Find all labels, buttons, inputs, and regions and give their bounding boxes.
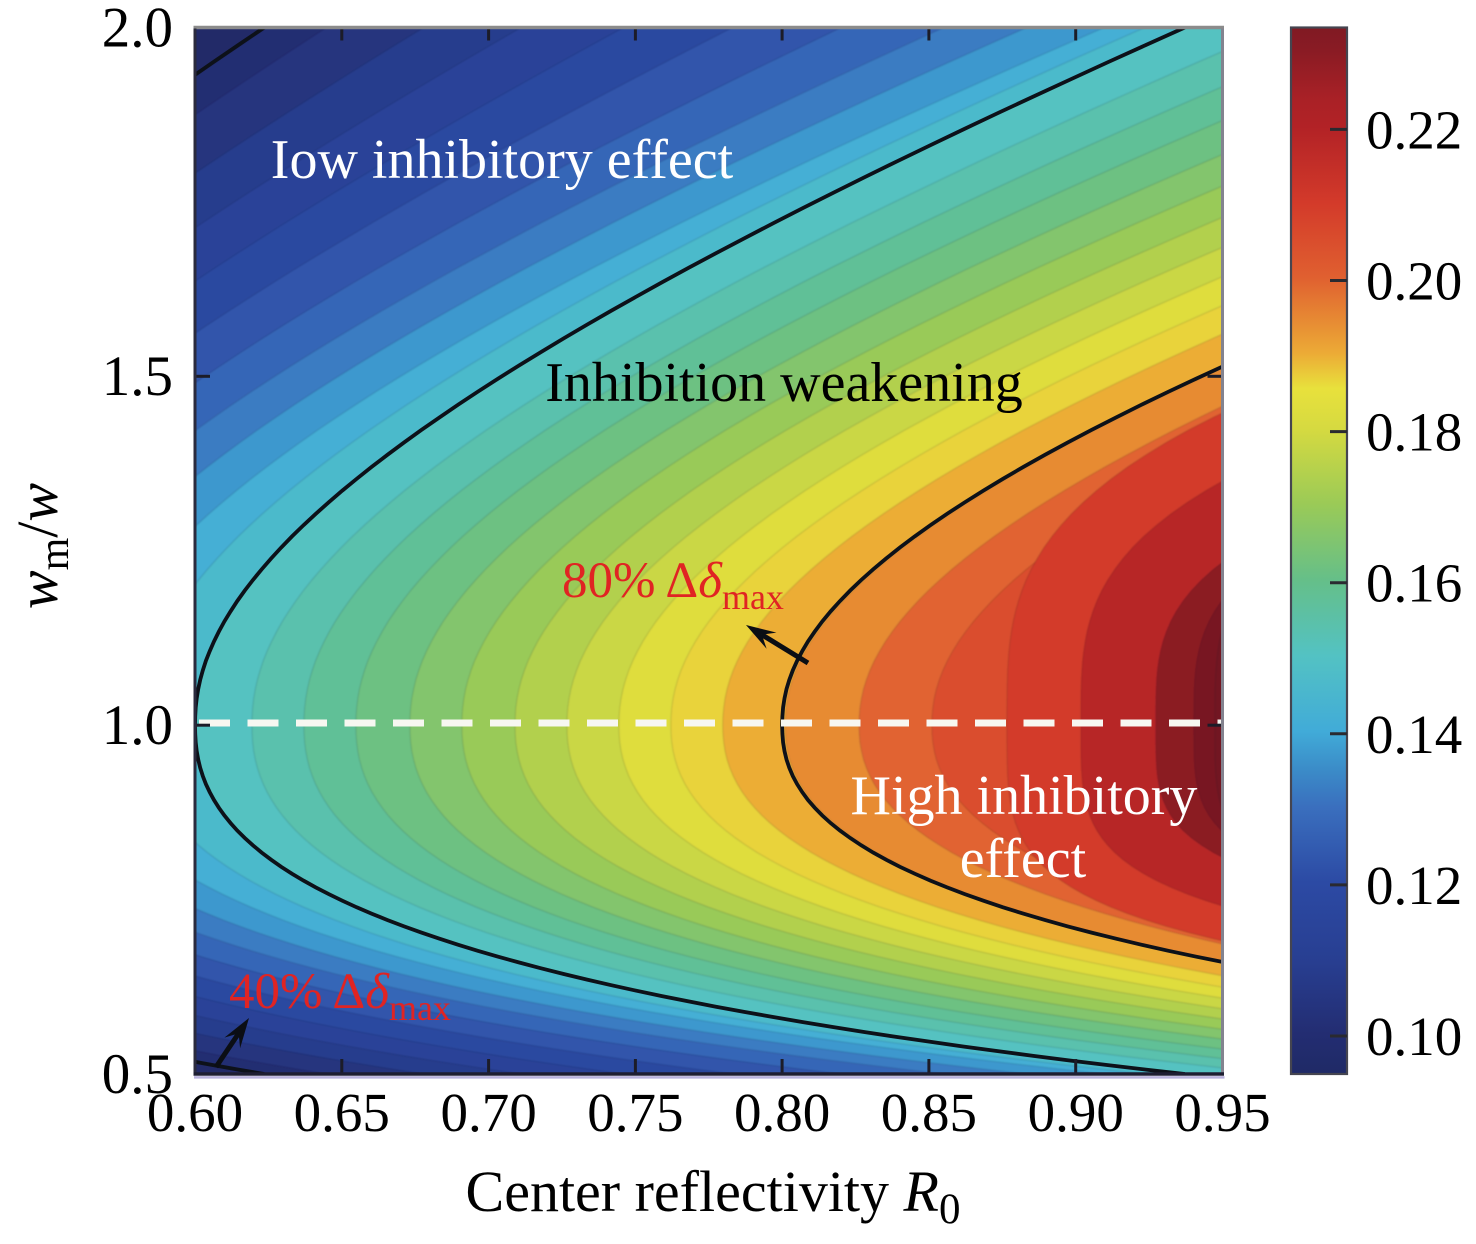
svg-text:0.12: 0.12 [1366, 855, 1462, 916]
svg-text:0.85: 0.85 [881, 1082, 977, 1143]
svg-text:0.70: 0.70 [440, 1082, 536, 1143]
svg-text:effect: effect [960, 828, 1087, 890]
svg-text:0.18: 0.18 [1366, 402, 1462, 463]
svg-text:0.20: 0.20 [1366, 251, 1462, 312]
svg-text:wm/w: wm/w [5, 483, 78, 609]
svg-text:0.90: 0.90 [1028, 1082, 1124, 1143]
svg-text:0.5: 0.5 [102, 1043, 173, 1106]
svg-text:0.95: 0.95 [1174, 1082, 1270, 1143]
svg-text:1.5: 1.5 [102, 345, 173, 408]
svg-text:2.0: 2.0 [102, 0, 173, 59]
svg-text:Center reflectivity R0: Center reflectivity R0 [466, 1159, 961, 1233]
svg-text:1.0: 1.0 [102, 694, 173, 757]
svg-text:0.16: 0.16 [1366, 553, 1462, 614]
svg-text:0.10: 0.10 [1366, 1006, 1462, 1067]
svg-text:Iow inhibitory effect: Iow inhibitory effect [271, 129, 734, 191]
svg-text:Inhibition weakening: Inhibition weakening [545, 352, 1022, 414]
svg-text:0.80: 0.80 [734, 1082, 830, 1143]
svg-text:0.60: 0.60 [147, 1082, 243, 1143]
svg-text:High inhibitory: High inhibitory [851, 765, 1198, 827]
svg-text:0.22: 0.22 [1366, 99, 1462, 160]
svg-text:0.14: 0.14 [1366, 704, 1462, 765]
svg-text:0.75: 0.75 [587, 1082, 683, 1143]
svg-text:0.65: 0.65 [294, 1082, 390, 1143]
